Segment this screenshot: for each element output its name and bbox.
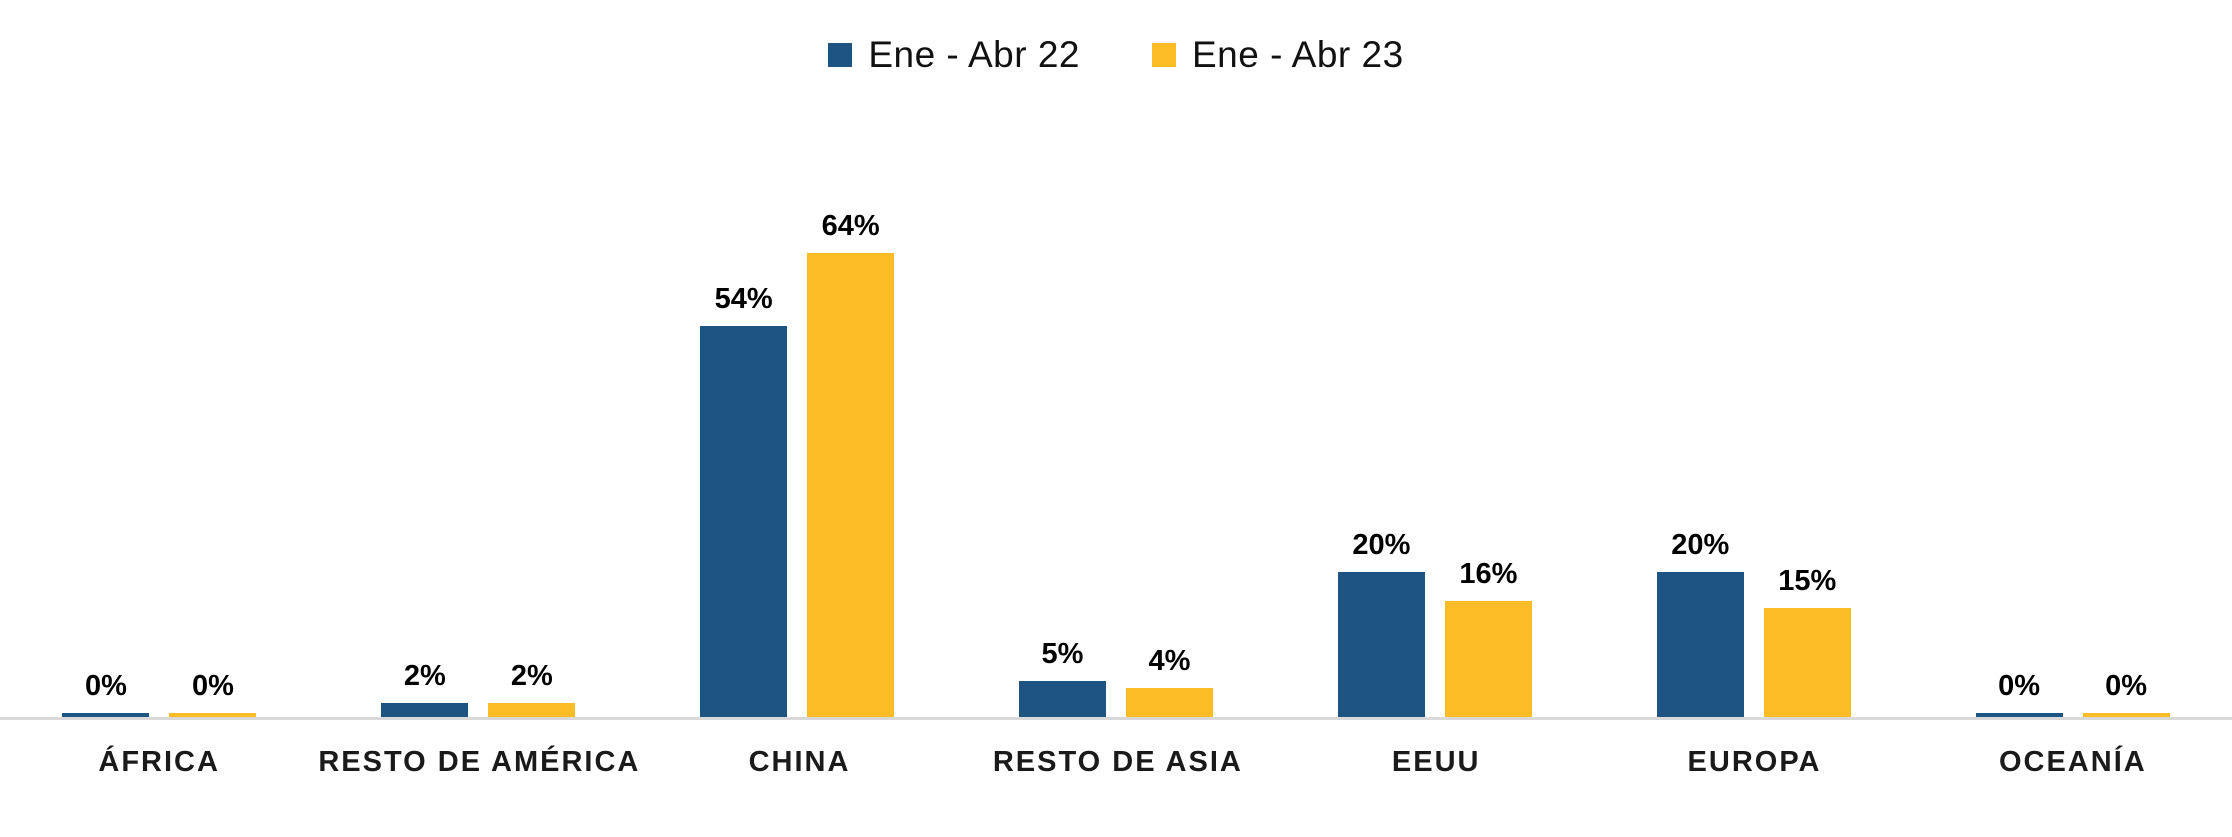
bar-wrap: 2%: [381, 659, 469, 717]
bar-wrap: 15%: [1763, 565, 1851, 717]
bar-value-label: 20%: [1352, 529, 1411, 561]
bar-series-2--frica: [169, 713, 257, 717]
bar-series-2-ocean-a: [2082, 713, 2170, 717]
chart-legend: Ene - Abr 22 Ene - Abr 23: [0, 34, 2232, 76]
bar-group-1: 2% 2%: [319, 0, 638, 717]
bar-value-label: 54%: [714, 282, 773, 315]
bar-series-1--frica: [62, 713, 150, 717]
bar-wrap: 0%: [1975, 670, 2063, 717]
bar-wrap: 16%: [1444, 558, 1532, 717]
bar-wrap: 2%: [488, 659, 576, 717]
x-axis-label-ocean-a: OCEANÍA: [1998, 746, 2147, 778]
bar-series-1-china: [700, 325, 788, 717]
bar-value-label: 5%: [1041, 637, 1084, 670]
bar-value-label: 0%: [191, 670, 234, 702]
bar-series-1-resto-de-asia: [1019, 680, 1106, 717]
bar-wrap: 54%: [700, 282, 788, 717]
bar-group-6: 0% 0%: [1913, 0, 2232, 717]
legend-item-series-1: Ene - Abr 22: [828, 34, 1080, 76]
bar-group-4: 20% 16%: [1275, 0, 1594, 717]
bar-value-label: 0%: [2105, 670, 2148, 702]
bar-wrap: 0%: [62, 670, 150, 717]
x-axis-label--frica: ÁFRICA: [98, 746, 220, 778]
x-axis-label-resto-de-am-rica: RESTO DE AMÉRICA: [318, 746, 641, 778]
legend-label: Ene - Abr 22: [868, 34, 1080, 75]
bar-wrap: 20%: [1656, 529, 1744, 717]
bar-series-2-china: [807, 253, 895, 717]
x-axis: ÁFRICA RESTO DE AMÉRICA CHINA RESTO DE ASIA…: [0, 720, 2232, 779]
legend-label: Ene - Abr 23: [1192, 34, 1404, 75]
x-axis-label-eeuu: EEUU: [1391, 746, 1481, 778]
bar-value-label: 2%: [403, 659, 446, 692]
bar-value-label: 16%: [1459, 558, 1518, 590]
bar-group-0: 0% 0%: [0, 0, 319, 717]
bar-value-label: 15%: [1778, 565, 1837, 598]
x-axis-label-resto-de-asia: RESTO DE ASIA: [992, 746, 1243, 778]
bar-group-5: 20% 15%: [1594, 0, 1913, 717]
bar-series-2-resto-de-am-rica: [488, 702, 576, 717]
legend-swatch-icon: [828, 43, 853, 67]
bar-value-label: 64%: [821, 210, 880, 242]
bar-series-1-eeuu: [1337, 572, 1425, 717]
bar-value-label: 0%: [1998, 670, 2041, 702]
x-axis-label-china: CHINA: [748, 746, 851, 778]
bar-wrap: 0%: [169, 670, 257, 717]
bar-group-3: 5% 4%: [957, 0, 1276, 717]
legend-item-series-2: Ene - Abr 23: [1152, 34, 1404, 76]
bar-wrap: 64%: [807, 210, 895, 717]
bar-series-1-resto-de-am-rica: [381, 702, 469, 717]
bar-series-2-europa: [1763, 608, 1851, 717]
x-axis-label-europa: EUROPA: [1687, 746, 1822, 778]
bar-group-2: 54% 64%: [638, 0, 957, 717]
bar-wrap: 20%: [1337, 529, 1425, 717]
bar-series-2-eeuu: [1444, 601, 1532, 717]
bar-value-label: 2%: [510, 659, 553, 692]
bar-value-label: 0%: [84, 670, 127, 702]
bar-wrap: 5%: [1019, 638, 1106, 717]
bar-wrap: 0%: [2082, 670, 2170, 717]
plot-area: 0% 0% 2% 2% 54% 64% 5% 4% 20% 16% 20% 15% 0% 0%: [0, 0, 2232, 720]
bar-series-2-resto-de-asia: [1126, 688, 1213, 717]
legend-swatch-icon: [1152, 43, 1176, 67]
bar-series-1-ocean-a: [1975, 713, 2063, 717]
bar-value-label: 4%: [1148, 645, 1191, 677]
bar-wrap: 4%: [1126, 645, 1213, 717]
bar-value-label: 20%: [1671, 529, 1730, 561]
bar-series-1-europa: [1656, 572, 1744, 717]
